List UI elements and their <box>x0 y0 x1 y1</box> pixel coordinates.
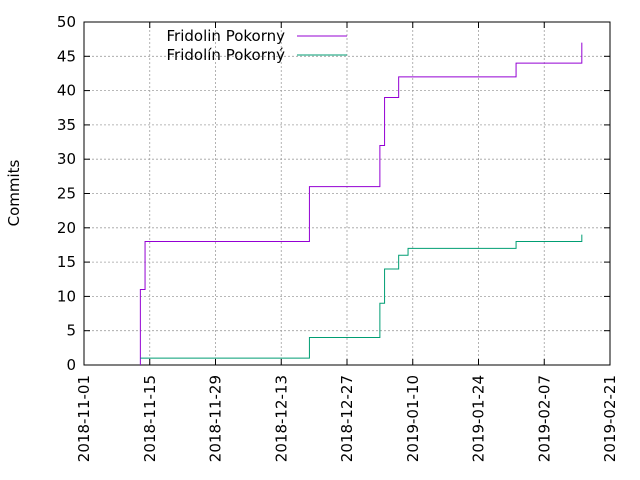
series-line <box>139 42 583 365</box>
y-axis-label: Commits <box>5 159 23 226</box>
x-tick-label: 2018-11-01 <box>75 375 93 462</box>
x-tick-label: 2018-11-15 <box>141 375 159 462</box>
y-tick-label: 50 <box>57 13 76 31</box>
plot-frame <box>83 21 611 366</box>
y-tick-label: 25 <box>57 185 76 203</box>
legend-label: Fridolín Pokorný <box>167 46 286 64</box>
y-tick-label: 20 <box>57 219 76 237</box>
y-tick-label: 10 <box>57 287 76 305</box>
y-tick-label: 35 <box>57 116 76 134</box>
legend-label: Fridolin Pokorny <box>167 27 286 45</box>
y-tick-label: 30 <box>57 150 76 168</box>
series-line <box>140 234 583 359</box>
x-tick-label: 2019-01-10 <box>404 375 422 462</box>
y-tick-label: 0 <box>66 356 76 374</box>
y-tick-label: 15 <box>57 253 76 271</box>
y-tick-label: 40 <box>57 82 76 100</box>
x-tick-label: 2019-02-07 <box>535 375 553 462</box>
x-tick-label: 2019-01-24 <box>470 375 488 462</box>
x-tick-label: 2018-12-13 <box>272 375 290 462</box>
x-tick-label: 2019-02-21 <box>601 375 619 462</box>
y-tick-label: 5 <box>66 322 76 340</box>
y-tick-label: 45 <box>57 47 76 65</box>
x-tick-label: 2018-12-27 <box>338 375 356 462</box>
x-tick-label: 2018-11-29 <box>207 375 225 462</box>
